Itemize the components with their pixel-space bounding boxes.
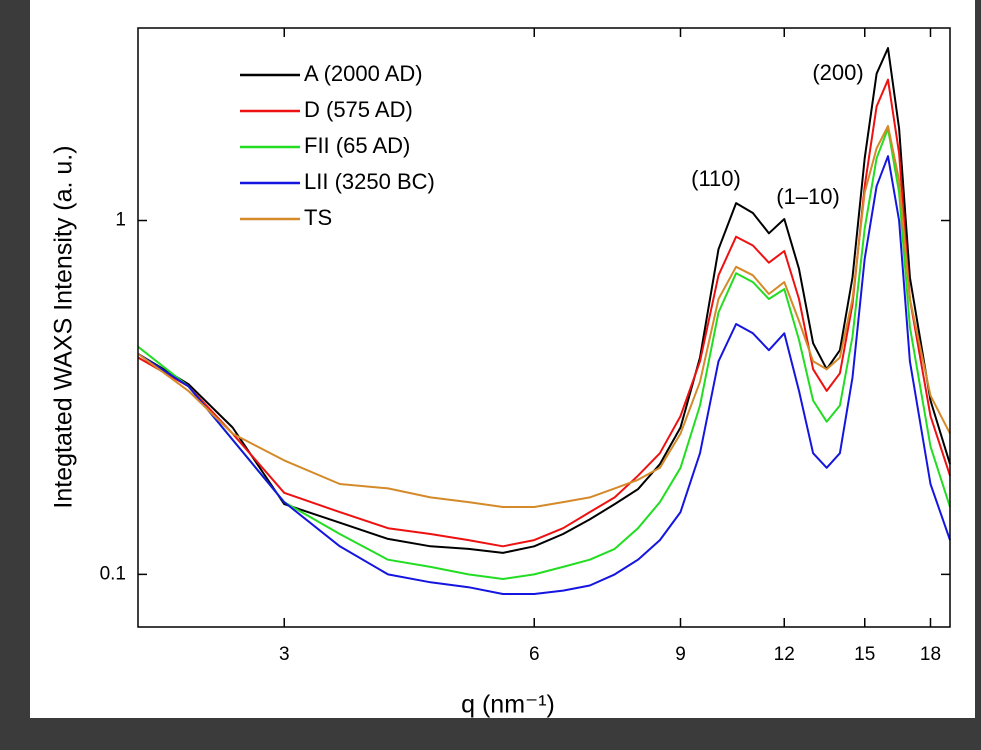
series-line [137, 125, 951, 508]
x-tick-label: 12 [774, 644, 795, 665]
legend-label: D (575 AD) [304, 97, 413, 122]
peak-annotation: (110) [691, 166, 741, 191]
chart-panel [30, 0, 975, 718]
legend-label: LII (3250 BC) [304, 169, 435, 194]
series-line [137, 155, 951, 595]
x-tick-label: 3 [279, 644, 290, 665]
plot-frame [137, 27, 951, 628]
x-tick-label: 18 [920, 644, 941, 665]
y-axis-label: Integtated WAXS Intensity (a. u.) [50, 145, 78, 508]
series-line [137, 47, 951, 554]
y-tick-label: 0.1 [100, 563, 126, 584]
x-tick-label: 6 [529, 644, 540, 665]
legend-label: FII (65 AD) [304, 133, 410, 158]
peak-annotation: (1–10) [776, 184, 840, 209]
series-line [137, 127, 951, 580]
legend-label: A (2000 AD) [304, 61, 423, 86]
y-tick-label: 1 [115, 210, 126, 231]
legend-label: TS [304, 205, 332, 230]
x-axis-label: q (nm⁻¹) [461, 691, 555, 719]
series-line [137, 78, 951, 548]
x-tick-label: 15 [854, 644, 875, 665]
peak-annotation: (200) [812, 60, 863, 85]
x-tick-label: 9 [675, 644, 686, 665]
